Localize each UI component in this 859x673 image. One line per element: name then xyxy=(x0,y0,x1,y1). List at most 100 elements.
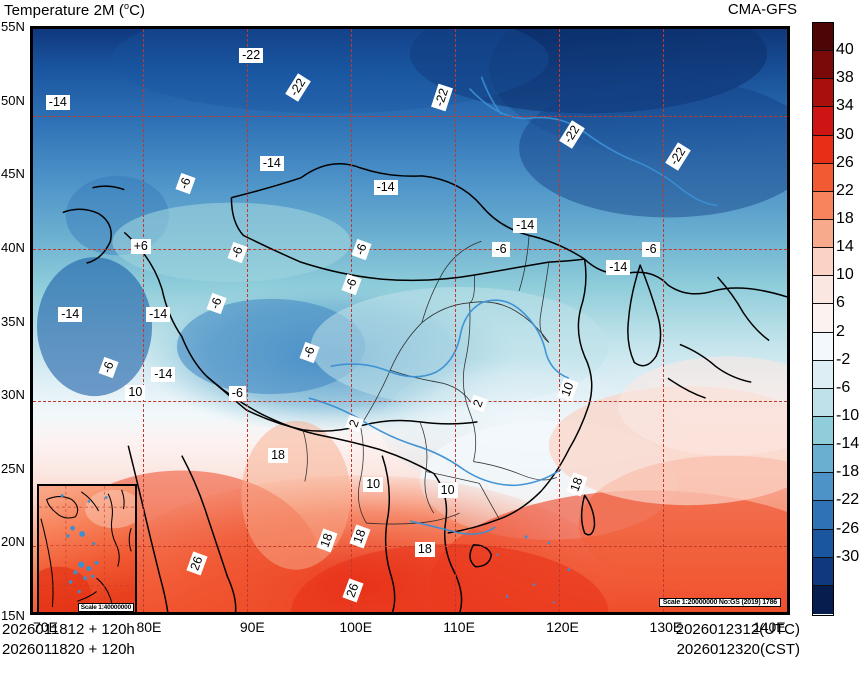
lon-tick-140E: 140E xyxy=(752,619,786,635)
colorbar-segment xyxy=(813,276,833,305)
gridline-lon-100 xyxy=(351,29,352,612)
colorbar-tick--30: -30 xyxy=(836,547,859,565)
contour-label: -14 xyxy=(146,306,171,322)
valid-time-cst: 2026012320(CST) xyxy=(676,641,800,658)
gridline-lat-20 xyxy=(33,546,787,547)
colorbar-tick-10: 10 xyxy=(836,266,854,284)
colorbar-gradient xyxy=(812,22,834,616)
colorbar-tick--26: -26 xyxy=(836,519,859,537)
lat-tick-55N: 55N xyxy=(1,19,25,34)
colorbar-segment xyxy=(813,107,833,136)
contour-label: -14 xyxy=(606,259,631,275)
gridline-lon-110 xyxy=(455,29,456,612)
lon-tick-70E: 70E xyxy=(33,619,58,635)
colorbar-tick-2: 2 xyxy=(836,322,845,340)
contour-label: 10 xyxy=(125,384,146,400)
degree-symbol: o xyxy=(123,1,130,11)
forecast-valid-times: 2026012312(UTC) 2026012320(CST) xyxy=(560,620,800,660)
colorbar-tick--14: -14 xyxy=(836,435,859,453)
gridline-lat-30 xyxy=(33,401,787,402)
colorbar-tick--10: -10 xyxy=(836,407,859,424)
colorbar-segment xyxy=(813,557,833,586)
lon-tick-110E: 110E xyxy=(443,619,475,635)
lon-tick-80E: 80E xyxy=(136,619,162,635)
page-title-unit: C) xyxy=(129,2,146,19)
contour-label: -14 xyxy=(513,218,538,234)
contour-label: -14 xyxy=(259,156,284,172)
colorbar-segment xyxy=(813,445,833,474)
colorbar-tick-30: 30 xyxy=(836,125,854,143)
inset-map-south-china-sea[interactable]: Scale 1:40000000 xyxy=(37,484,137,612)
colorbar-tick-18: 18 xyxy=(836,210,854,227)
colorbar-tick--6: -6 xyxy=(836,378,851,396)
lat-tick-30N: 30N xyxy=(1,387,25,403)
colorbar-segment xyxy=(813,416,833,446)
inset-map-canvas xyxy=(39,486,135,612)
gridline-lat-50 xyxy=(33,116,787,117)
colorbar[interactable]: 40 38 34 30 26 22 18 14 10 6 2 -2 -6 -10 -14 -18 -22 -26 -… xyxy=(812,22,859,616)
colorbar-tick--22: -22 xyxy=(836,491,859,509)
init-time-utc: 2026011812 + 120h xyxy=(2,621,135,638)
colorbar-tick-6: 6 xyxy=(836,294,845,312)
gridline-lon-80 xyxy=(143,29,144,612)
lon-tick-120E: 120E xyxy=(546,619,579,635)
colorbar-tick-22: 22 xyxy=(836,181,854,199)
map-scale-stamp: Scale 1:20000000 No:GS (2019) 1786 xyxy=(658,598,781,607)
model-label: CMA-GFS xyxy=(727,1,797,18)
colorbar-segment xyxy=(813,388,833,417)
forecast-init-times: 2026011812 + 120h 2026011820 + 120h xyxy=(2,620,135,660)
colorbar-segment xyxy=(813,304,833,333)
init-time-cst: 2026011820 + 120h xyxy=(2,641,135,658)
contour-label: -14 xyxy=(373,180,398,196)
lon-tick-130E: 130E xyxy=(649,619,683,635)
inset-scale-stamp: Scale 1:40000000 xyxy=(77,603,134,612)
colorbar-segment xyxy=(813,332,833,361)
contour-label: -14 xyxy=(151,367,176,383)
contour-label: 10 xyxy=(363,477,384,493)
contour-label: -14 xyxy=(45,94,70,110)
colorbar-tick-26: 26 xyxy=(836,153,854,171)
colorbar-tick-38: 38 xyxy=(836,69,854,87)
lat-tick-50N: 50N xyxy=(1,92,25,108)
contour-label: -14 xyxy=(58,306,83,322)
colorbar-segment xyxy=(813,135,833,164)
lon-tick-90E: 90E xyxy=(239,619,265,635)
colorbar-segment xyxy=(813,248,833,277)
colorbar-segment xyxy=(813,473,833,502)
map-frame[interactable]: -22 -22 -22 -22 -22 -14 -14 -14 -14 -14 -14 -14 -14-… xyxy=(30,26,790,615)
valid-time-utc: 2026012312(UTC) xyxy=(675,621,800,638)
contour-label: 10 xyxy=(437,483,458,499)
lat-tick-15N: 15N xyxy=(1,608,25,623)
contour-label: -22 xyxy=(239,47,264,63)
colorbar-segment xyxy=(813,585,833,614)
colorbar-segment xyxy=(813,219,833,249)
lat-tick-20N: 20N xyxy=(1,534,25,550)
lat-tick-35N: 35N xyxy=(1,313,25,329)
contour-label: 18 xyxy=(268,448,288,464)
lon-tick-100E: 100E xyxy=(339,619,373,635)
contour-label: +6 xyxy=(130,238,151,254)
colorbar-tick--18: -18 xyxy=(836,463,859,481)
contour-label: -6 xyxy=(228,386,246,402)
colorbar-segment xyxy=(813,529,833,558)
colorbar-tick-14: 14 xyxy=(836,238,854,256)
colorbar-segment xyxy=(813,79,833,108)
colorbar-ticks: 40 38 34 30 26 22 18 14 10 6 2 -2 -6 -10 -14 -18 -22 -26 -… xyxy=(836,22,859,616)
colorbar-segment xyxy=(813,23,833,52)
colorbar-segment xyxy=(813,360,833,389)
lat-tick-40N: 40N xyxy=(1,239,25,255)
lat-tick-45N: 45N xyxy=(1,166,25,182)
gridline-lon-130 xyxy=(663,29,664,612)
gridline-lon-90 xyxy=(247,29,248,612)
lat-tick-25N: 25N xyxy=(1,460,25,476)
colorbar-segment xyxy=(813,501,833,530)
gridline-lon-120 xyxy=(559,29,560,612)
colorbar-tick-34: 34 xyxy=(836,97,854,115)
gridline-lat-40 xyxy=(33,249,787,250)
page-title: Temperature 2M (oC) xyxy=(4,1,145,19)
page-title-text: Temperature 2M ( xyxy=(4,2,124,19)
contour-label: 18 xyxy=(414,542,435,558)
contour-label: -6 xyxy=(642,241,660,257)
colorbar-tick-40: 40 xyxy=(836,41,854,59)
colorbar-segment xyxy=(813,191,833,220)
